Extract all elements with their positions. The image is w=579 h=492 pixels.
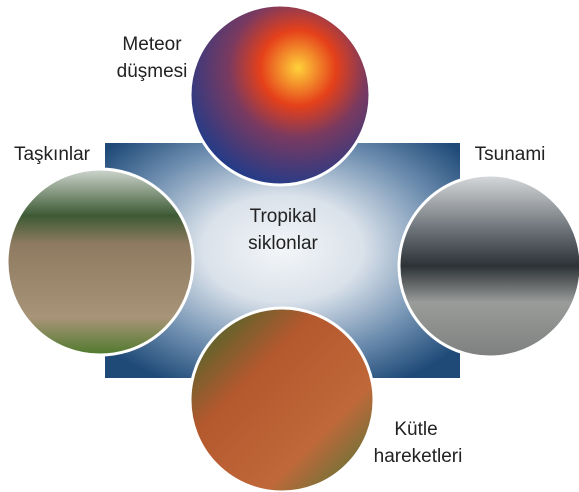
node-label: Taşkınlar	[14, 144, 91, 165]
node-label: Meteor	[122, 34, 182, 55]
center-label: siklonlar	[248, 233, 318, 254]
landslide-image	[188, 306, 376, 492]
center-label: Tropikal	[250, 206, 317, 227]
node-label: hareketleri	[374, 446, 463, 467]
node-label: Kütle	[394, 419, 437, 440]
tsunami-image	[397, 173, 579, 359]
node-label: düşmesi	[117, 61, 188, 82]
flood-image	[5, 167, 195, 357]
node-label: Tsunami	[475, 144, 546, 165]
meteor-image	[188, 3, 372, 187]
